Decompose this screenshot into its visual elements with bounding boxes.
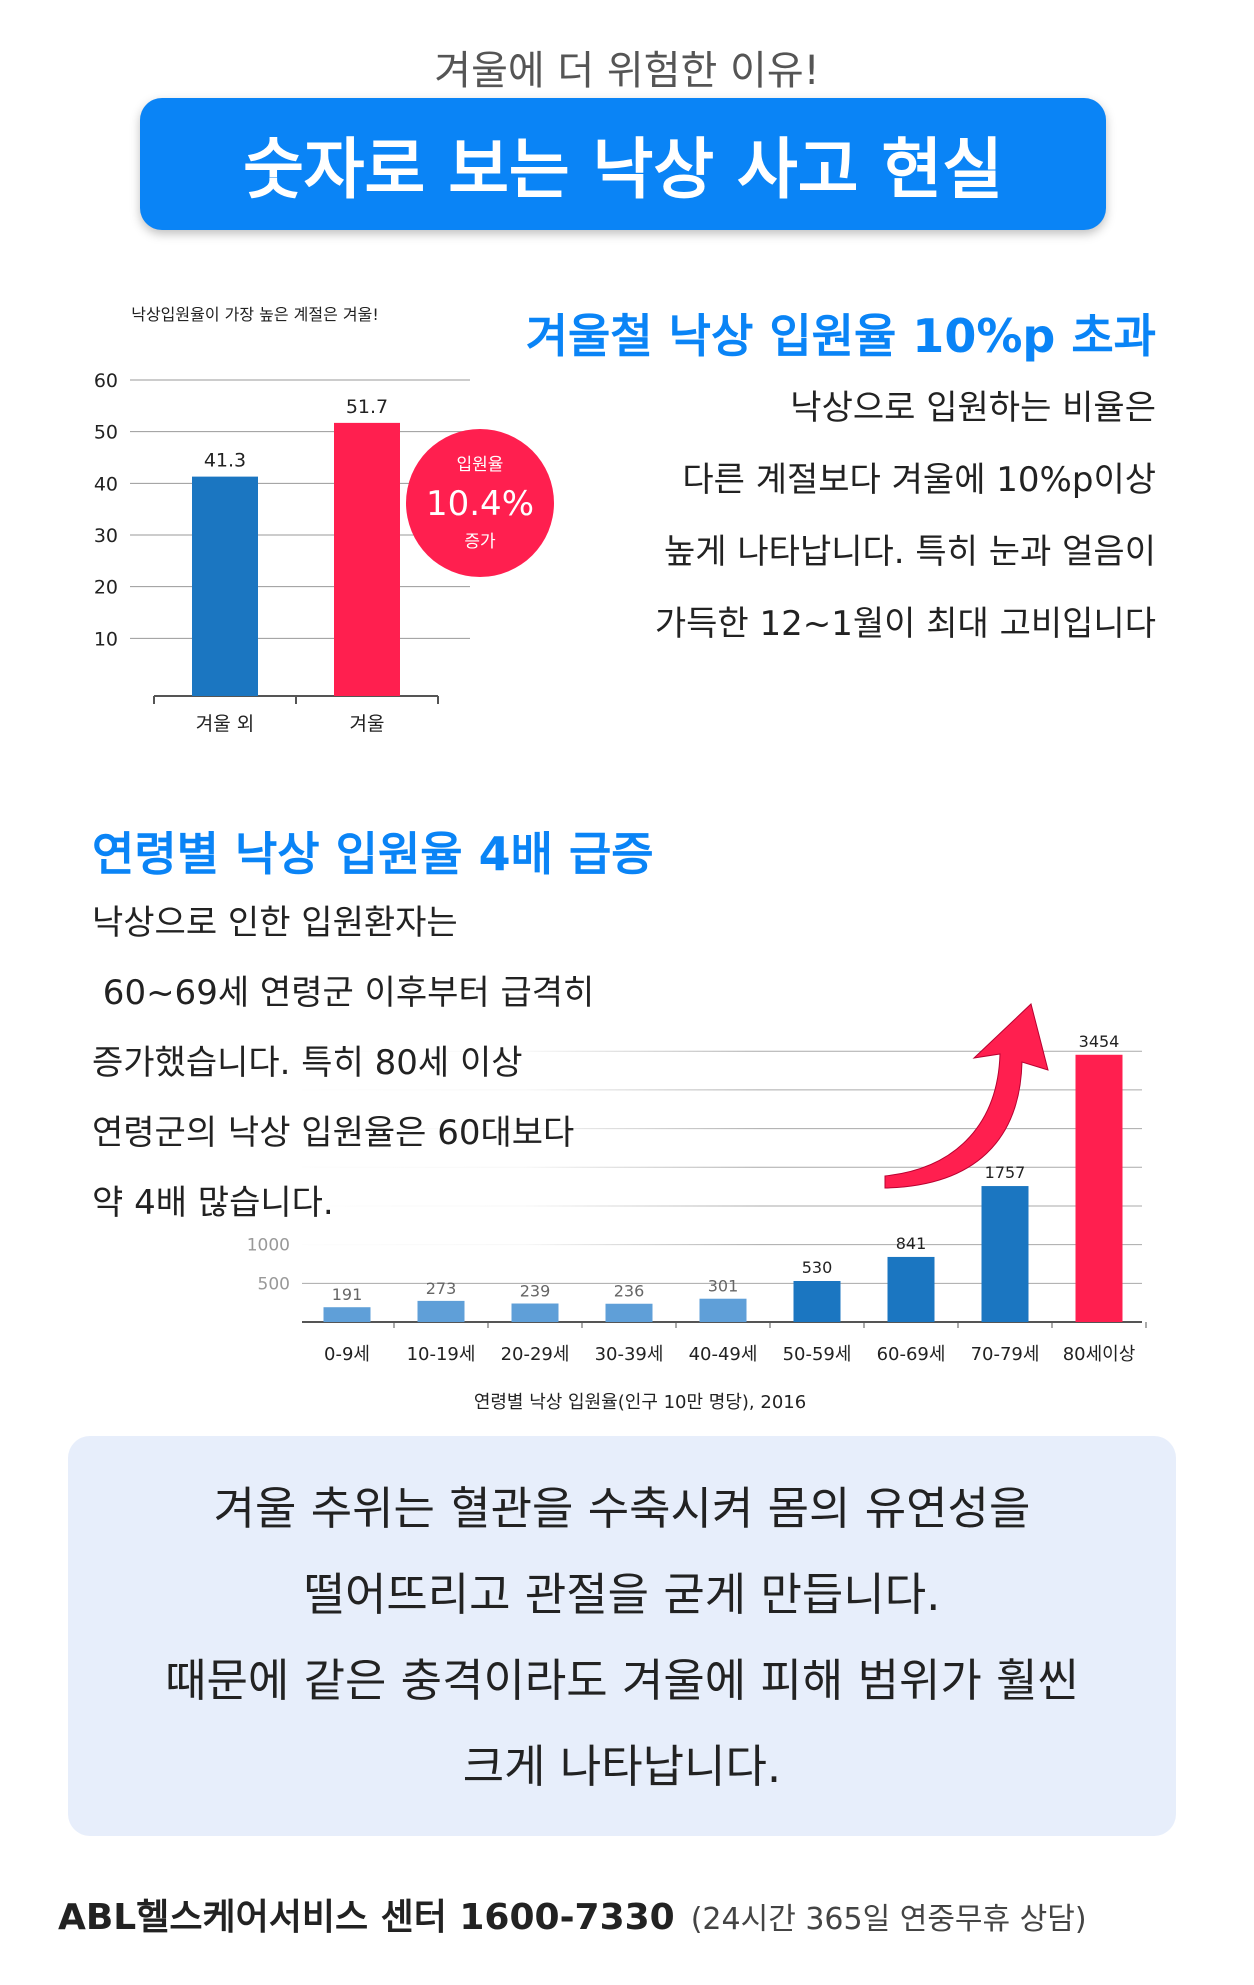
data-label: 236 [614,1282,645,1301]
badge-label: 입원율 [457,455,504,475]
section2-line: 60~69세 연령군 이후부터 급격히 [92,973,595,1013]
section2-line: 약 4배 많습니다. [92,1183,334,1223]
data-label: 3454 [1079,1032,1120,1051]
bar [334,422,400,696]
data-label: 273 [426,1279,457,1298]
bar [323,1307,371,1322]
data-label: 191 [332,1285,363,1304]
bar [192,476,258,696]
x-tick-label: 70-79세 [971,1344,1040,1365]
chart1-title: 낙상입원율이 가장 높은 계절은 겨울! [131,305,379,324]
y-tick-label: 40 [94,473,118,495]
data-label: 239 [520,1282,551,1301]
footer-center: ABL헬스케어서비스 센터 1600-7330 [58,1897,675,1938]
y-tick-label: 30 [94,525,118,547]
x-tick-label: 40-49세 [689,1344,758,1365]
bar [605,1303,653,1322]
x-tick-label: 50-59세 [783,1344,852,1365]
section1-line: 낙상으로 입원하는 비율은 [790,388,1156,428]
notice-box: 겨울 추위는 혈관을 수축시켜 몸의 유연성을 떨어뜨리고 관절을 굳게 만듭니… [68,1436,1176,1836]
section2-body: 낙상으로 인한 입원환자는 60~69세 연령군 이후부터 급격히 증가했습니다… [92,888,692,1238]
up-arrow-icon [884,1003,1049,1189]
page-subtitle: 겨울에 더 위험한 이유! [434,48,820,94]
notice-line: 크게 나타납니다. [462,1740,782,1793]
y-tick-label: 60 [94,370,118,392]
y-tick-label: 10 [94,628,118,650]
y-tick-label: 50 [94,422,118,444]
y-tick-label: 20 [94,577,118,599]
x-tick-label: 20-29세 [501,1344,570,1365]
x-tick-label: 0-9세 [324,1344,370,1365]
x-tick-label: 겨울 외 [196,713,254,735]
section2-line: 낙상으로 인한 입원환자는 [92,903,458,943]
y-tick-label: 1000 [247,1236,290,1256]
badge-value: 10.4% [426,484,534,524]
footer: ABL헬스케어서비스 센터 1600-7330 (24시간 365일 연중무휴 상… [58,1888,1087,1940]
footer-note: (24시간 365일 연중무휴 상담) [690,1902,1087,1937]
y-tick-label: 500 [258,1274,290,1294]
data-label: 1757 [985,1163,1026,1182]
data-label: 530 [802,1258,833,1277]
bar [793,1280,841,1322]
bar [699,1298,747,1322]
badge-label: 증가 [464,532,496,552]
page-title-banner: 숫자로 보는 낙상 사고 현실 [140,98,1106,230]
section2-line: 증가했습니다. 특히 80세 이상 [92,1043,523,1083]
data-label: 41.3 [204,450,246,472]
bar [887,1256,935,1322]
x-tick-label: 30-39세 [595,1344,664,1365]
section1-line: 가득한 12~1월이 최대 고비입니다 [654,604,1156,644]
bar [417,1300,465,1322]
x-tick-label: 80세이상 [1063,1344,1136,1365]
data-label: 51.7 [346,396,388,418]
section1-heading: 겨울철 낙상 입원율 10%p 초과 [525,309,1156,363]
age-chart: 연령별 낙상 입원율(인구 10만 명당), 2016 500 1000 191 0-… [240,990,1147,1413]
section1-line: 높게 나타납니다. 특히 눈과 얼음이 [664,532,1156,572]
bar [981,1186,1029,1322]
bar [511,1303,559,1322]
x-tick-label: 10-19세 [407,1344,476,1365]
notice-line: 떨어뜨리고 관절을 굳게 만듭니다. [303,1568,941,1621]
notice-line: 때문에 같은 충격이라도 겨울에 피해 범위가 훨씬 [165,1654,1079,1707]
x-tick-label: 겨울 [350,713,385,735]
x-tick-label: 60-69세 [877,1344,946,1365]
chart2-title: 연령별 낙상 입원율(인구 10만 명당), 2016 [474,1392,806,1413]
notice-line: 겨울 추위는 혈관을 수축시켜 몸의 유연성을 [213,1482,1031,1535]
season-chart: 낙상입원율이 가장 높은 계절은 겨울! 10 20 30 40 50 60 41.3 겨울 … [94,305,554,735]
data-label: 841 [896,1234,927,1253]
section1-line: 다른 계절보다 겨울에 10%p이상 [682,460,1156,500]
section2-heading: 연령별 낙상 입원율 4배 급증 [92,827,654,881]
section1-body: 낙상으로 입원하는 비율은 다른 계절보다 겨울에 10%p이상 높게 나타납니… [560,372,1156,660]
text-overlay-fade [240,990,760,1272]
section2-line: 연령군의 낙상 입원율은 60대보다 [92,1113,575,1153]
increase-badge [406,429,554,577]
bar [1075,1054,1123,1322]
data-label: 301 [708,1277,739,1296]
